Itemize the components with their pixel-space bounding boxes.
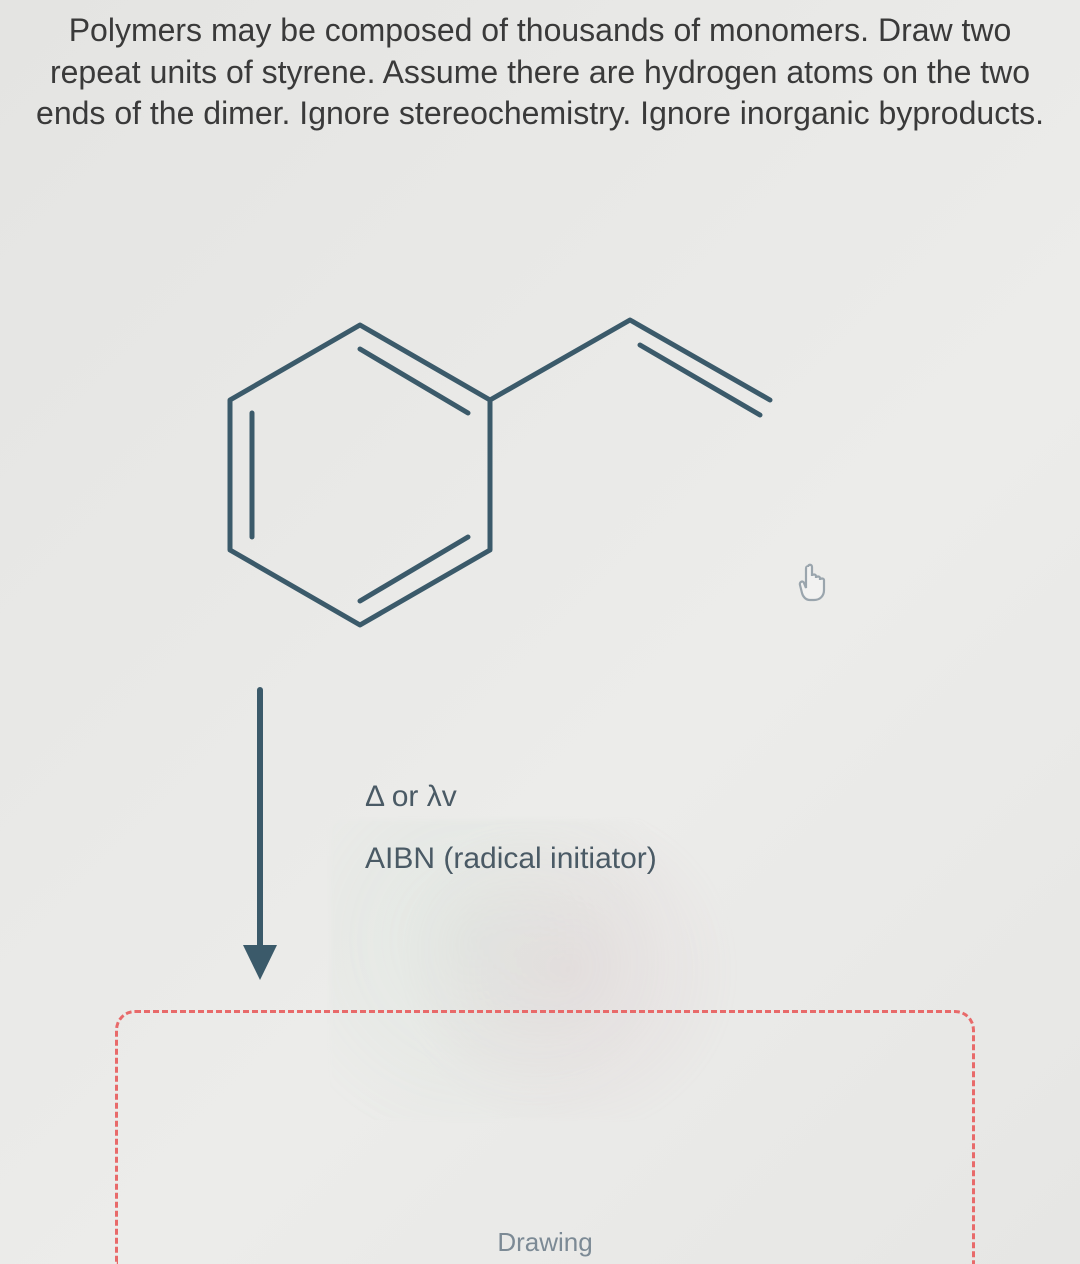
pointer-cursor-icon (794, 558, 834, 602)
conditions-line-1: Δ or λv (365, 780, 657, 814)
styrene-structure (180, 275, 820, 625)
conditions-line-2: AIBN (radical initiator) (365, 842, 657, 876)
drawing-answer-box[interactable]: Drawing (115, 1010, 975, 1264)
reaction-arrow-area: Δ or λv AIBN (radical initiator) (235, 685, 935, 995)
styrene-svg (180, 275, 820, 635)
reaction-arrow (235, 685, 315, 985)
reaction-conditions: Δ or λv AIBN (radical initiator) (365, 780, 657, 876)
question-text: Polymers may be composed of thousands of… (0, 0, 1080, 135)
drawing-box-label: Drawing (497, 1227, 592, 1258)
